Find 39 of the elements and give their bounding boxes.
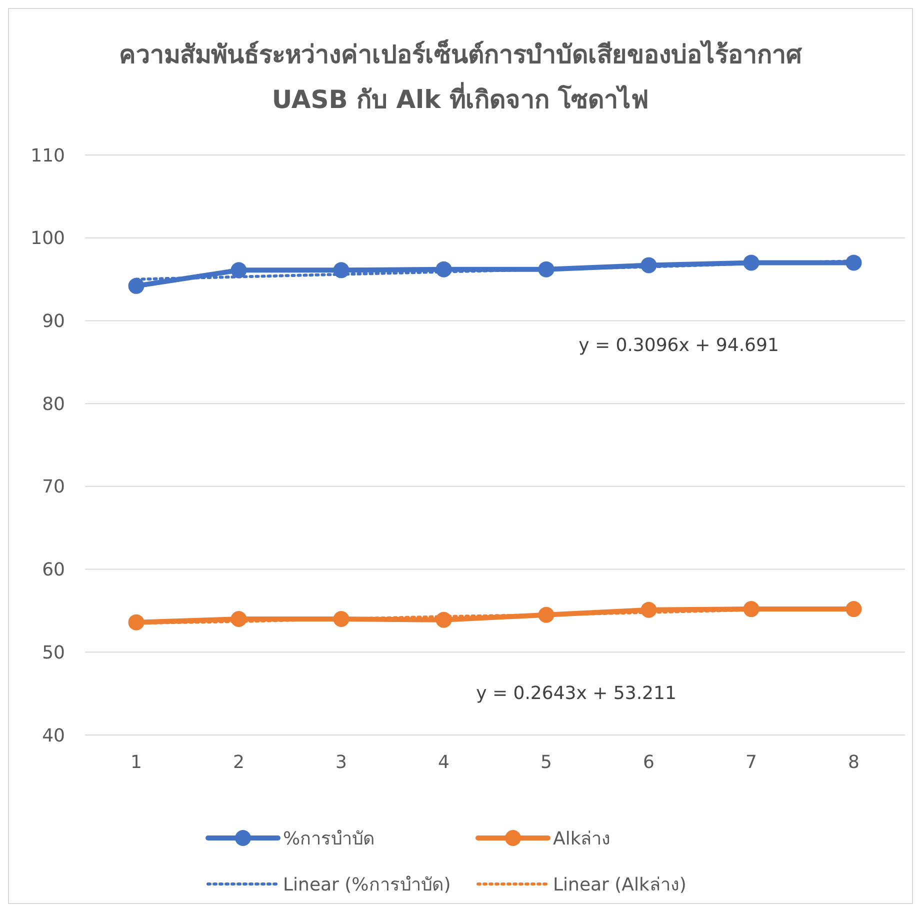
chart-title: ความสัมพันธ์ระหว่างค่าเปอร์เซ็นต์การบำบัดเสียของบ่อไร้อากาศ UASB กับ Alk ที่เกิดจาก โซดาไฟ [119,39,803,114]
point [436,612,452,628]
point [333,262,350,278]
point [230,262,247,278]
y-tick-label: 80 [42,394,65,415]
legend-label: %การบำบัด [283,828,376,850]
point [538,261,554,278]
y-tick-label: 100 [30,228,65,250]
y-tick-label: 60 [42,560,65,581]
y-tick-label: 50 [42,642,65,664]
point [743,601,760,618]
x-tick-label: 4 [438,752,450,773]
x-tick-label: 5 [540,752,552,773]
y-tick-label: 70 [42,476,65,498]
point [640,257,657,274]
x-tick-label: 3 [336,752,347,773]
x-tick-label: 7 [746,752,757,773]
x-tick-label: 8 [848,752,860,773]
point [436,261,452,278]
point [230,611,247,627]
x-tick-label: 2 [233,752,244,773]
y-tick-label: 90 [42,311,65,332]
x-tick-label: 6 [643,752,654,773]
point [333,611,350,627]
point [538,606,554,623]
legend-label: Alkล่าง [553,828,611,850]
legend-label: Linear (Alkล่าง) [553,874,686,896]
y-tick-label: 40 [42,725,65,746]
annotation: y = 0.3096x + 94.691 [578,335,779,356]
y-tick-label: 110 [30,145,65,166]
legend-label: Linear (%การบำบัด) [283,874,451,896]
point [128,614,144,630]
point [743,254,760,271]
annotation: y = 0.2643x + 53.211 [476,683,676,704]
x-tick-label: 1 [130,752,142,773]
point [846,254,862,271]
point [846,601,862,618]
point [640,602,657,618]
point [128,278,144,294]
